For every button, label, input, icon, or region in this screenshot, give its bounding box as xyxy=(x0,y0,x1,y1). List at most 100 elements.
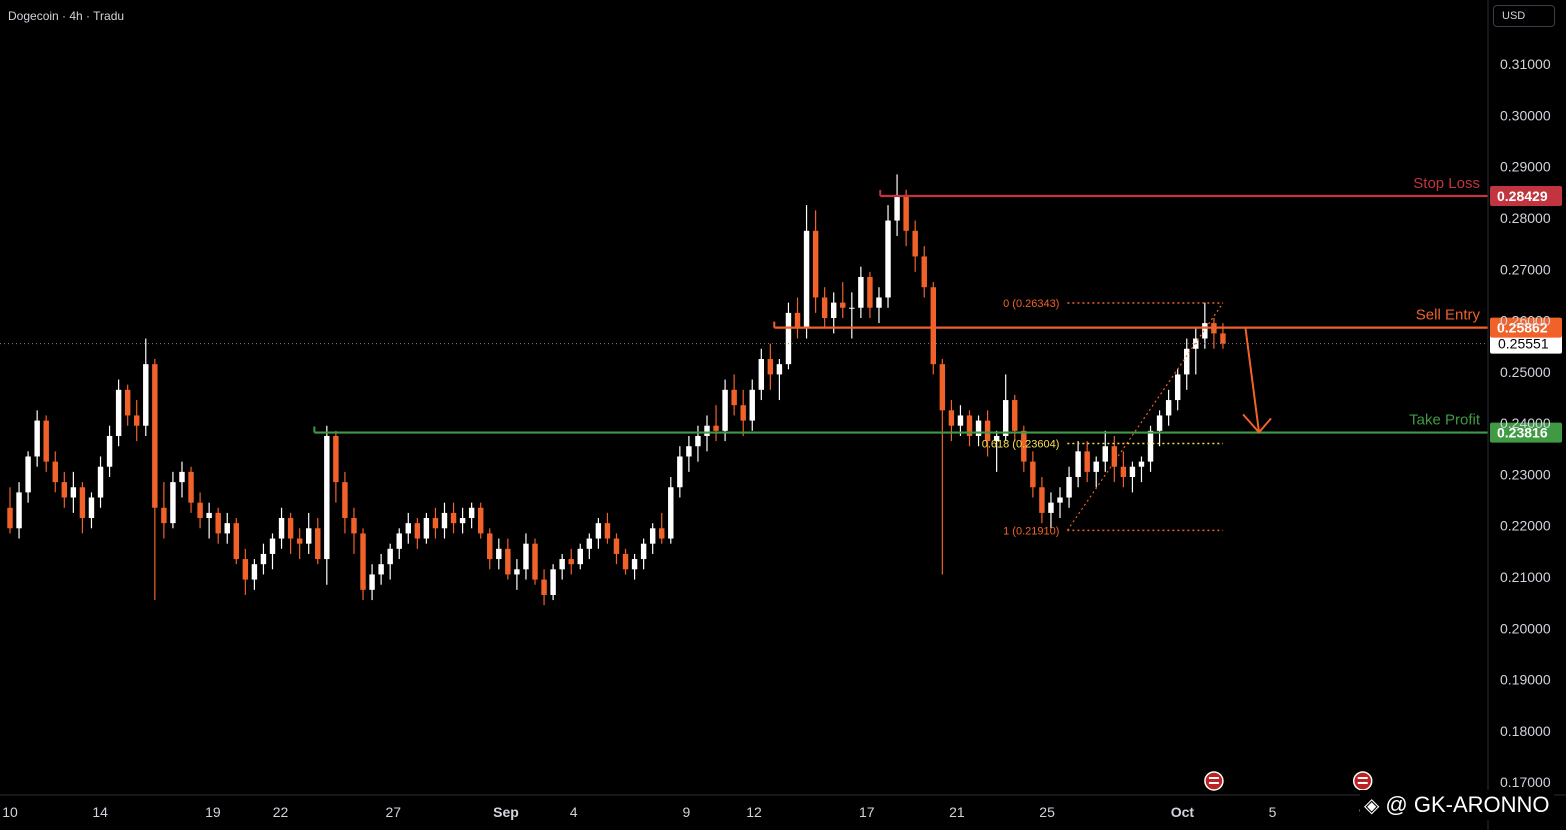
price-axis[interactable]: 0.17000 0.18000 0.19000 0.20000 0.21000 0.220… xyxy=(1487,0,1551,830)
candle-body xyxy=(477,507,484,534)
candle-body xyxy=(170,482,176,524)
candle-body xyxy=(1002,400,1009,436)
candle-body xyxy=(278,518,285,539)
candle-body xyxy=(496,548,502,560)
flag-stripe xyxy=(1208,777,1219,779)
candle-body xyxy=(1102,446,1108,462)
y-tick-label: 0.18000 xyxy=(1500,723,1551,739)
candle-body xyxy=(360,533,366,590)
candle-body xyxy=(803,230,810,329)
currency-button[interactable]: USD xyxy=(1493,5,1555,27)
watermark-text: @ GK-ARONNO xyxy=(1385,792,1550,817)
candle-body xyxy=(70,487,77,498)
candle-body xyxy=(731,389,737,406)
candle-body xyxy=(441,512,448,529)
sell-entry-price-label: 0.25862 xyxy=(1497,320,1548,336)
candle-body xyxy=(514,569,520,575)
candle-body xyxy=(767,359,774,375)
candle-body xyxy=(1093,461,1099,472)
candle-body xyxy=(1129,466,1136,477)
projection-arrow-head xyxy=(1242,413,1272,434)
binance-square-icon: ◈ xyxy=(1364,794,1380,817)
fib-trendline xyxy=(1066,302,1224,531)
candle-body xyxy=(287,518,294,539)
candle-body xyxy=(251,564,258,580)
candle-body xyxy=(505,548,511,575)
candle-body xyxy=(61,482,68,498)
projection-arrow-shaft xyxy=(1244,328,1261,433)
x-tick-label: 19 xyxy=(205,804,221,820)
candle-body xyxy=(7,507,13,529)
take-profit-badge xyxy=(1490,422,1562,443)
candle-body xyxy=(586,538,593,549)
candle-body xyxy=(405,523,411,534)
candle-body xyxy=(269,538,276,554)
y-tick-label: 0.29000 xyxy=(1500,159,1551,175)
flag-stripe xyxy=(1208,782,1219,784)
candle-body xyxy=(16,492,22,529)
sell-entry-text: Sell Entry xyxy=(1416,307,1481,324)
us-flag-icon xyxy=(1204,771,1224,791)
stop-loss-price-label: 0.28429 xyxy=(1497,188,1548,204)
candle-body xyxy=(550,569,556,595)
candle-body xyxy=(975,420,982,436)
candle-body xyxy=(704,425,710,436)
candle-body xyxy=(776,364,783,375)
candle-body xyxy=(939,364,946,411)
y-tick-label: 0.22000 xyxy=(1500,518,1551,534)
candle-body xyxy=(1039,487,1045,513)
y-tick-label: 0.20000 xyxy=(1500,620,1551,636)
candle-body xyxy=(559,559,565,570)
candle-body xyxy=(1012,400,1018,431)
candle-body xyxy=(821,297,828,318)
candle-body xyxy=(179,471,185,483)
candle-body xyxy=(749,389,755,421)
candle-body xyxy=(1111,446,1118,467)
candle-body xyxy=(541,579,547,595)
candle-body xyxy=(930,287,937,365)
levels-layer: 0.25551 Stop Loss 0.28429 Sell Entry 0.25862… xyxy=(0,175,1562,443)
x-tick-label: 25 xyxy=(1039,804,1055,820)
candle-body xyxy=(1030,461,1036,488)
y-tick-label: 0.27000 xyxy=(1500,261,1551,277)
candle-body xyxy=(957,415,964,426)
candle-body xyxy=(43,420,49,462)
candle-body xyxy=(188,471,194,503)
candle-body xyxy=(948,410,955,426)
y-tick-label: 0.26000 xyxy=(1500,313,1551,329)
candle-body xyxy=(324,435,330,560)
time-axis[interactable]: 1014192227Sep4912172125Oct5914 xyxy=(0,794,1566,820)
candle-body xyxy=(52,461,58,483)
candle-body xyxy=(604,523,611,539)
candle-body xyxy=(34,420,40,457)
candle-body xyxy=(206,512,212,519)
x-tick-label: 22 xyxy=(273,804,289,820)
candle-body xyxy=(713,425,719,431)
last-price-label: 0.25551 xyxy=(1498,336,1549,352)
candle-body xyxy=(468,507,475,519)
candle-body xyxy=(88,497,95,519)
candle-body xyxy=(1202,323,1208,339)
candle-body xyxy=(640,543,647,560)
candle-body xyxy=(840,302,846,308)
candle-body xyxy=(668,487,674,539)
candle-body xyxy=(1165,400,1172,416)
candle-body xyxy=(984,420,991,442)
candle-body xyxy=(414,523,421,539)
fib-level-label: 0.618 (0.23604) xyxy=(982,438,1060,450)
candle-body xyxy=(812,230,819,298)
candle-body xyxy=(532,543,538,580)
x-tick-label: 27 xyxy=(385,804,401,820)
candle-body xyxy=(1156,415,1163,431)
candle-body xyxy=(867,276,873,308)
candle-body xyxy=(649,528,656,544)
watermark: ◈ @ GK-ARONNO xyxy=(1360,790,1554,820)
candle-body xyxy=(1120,466,1127,477)
candle-body xyxy=(25,456,31,493)
candle-body xyxy=(423,518,430,539)
candle-body xyxy=(568,559,574,565)
take-profit-price-label: 0.23816 xyxy=(1497,425,1548,441)
candle-body xyxy=(849,307,855,309)
candle-body xyxy=(595,523,602,539)
